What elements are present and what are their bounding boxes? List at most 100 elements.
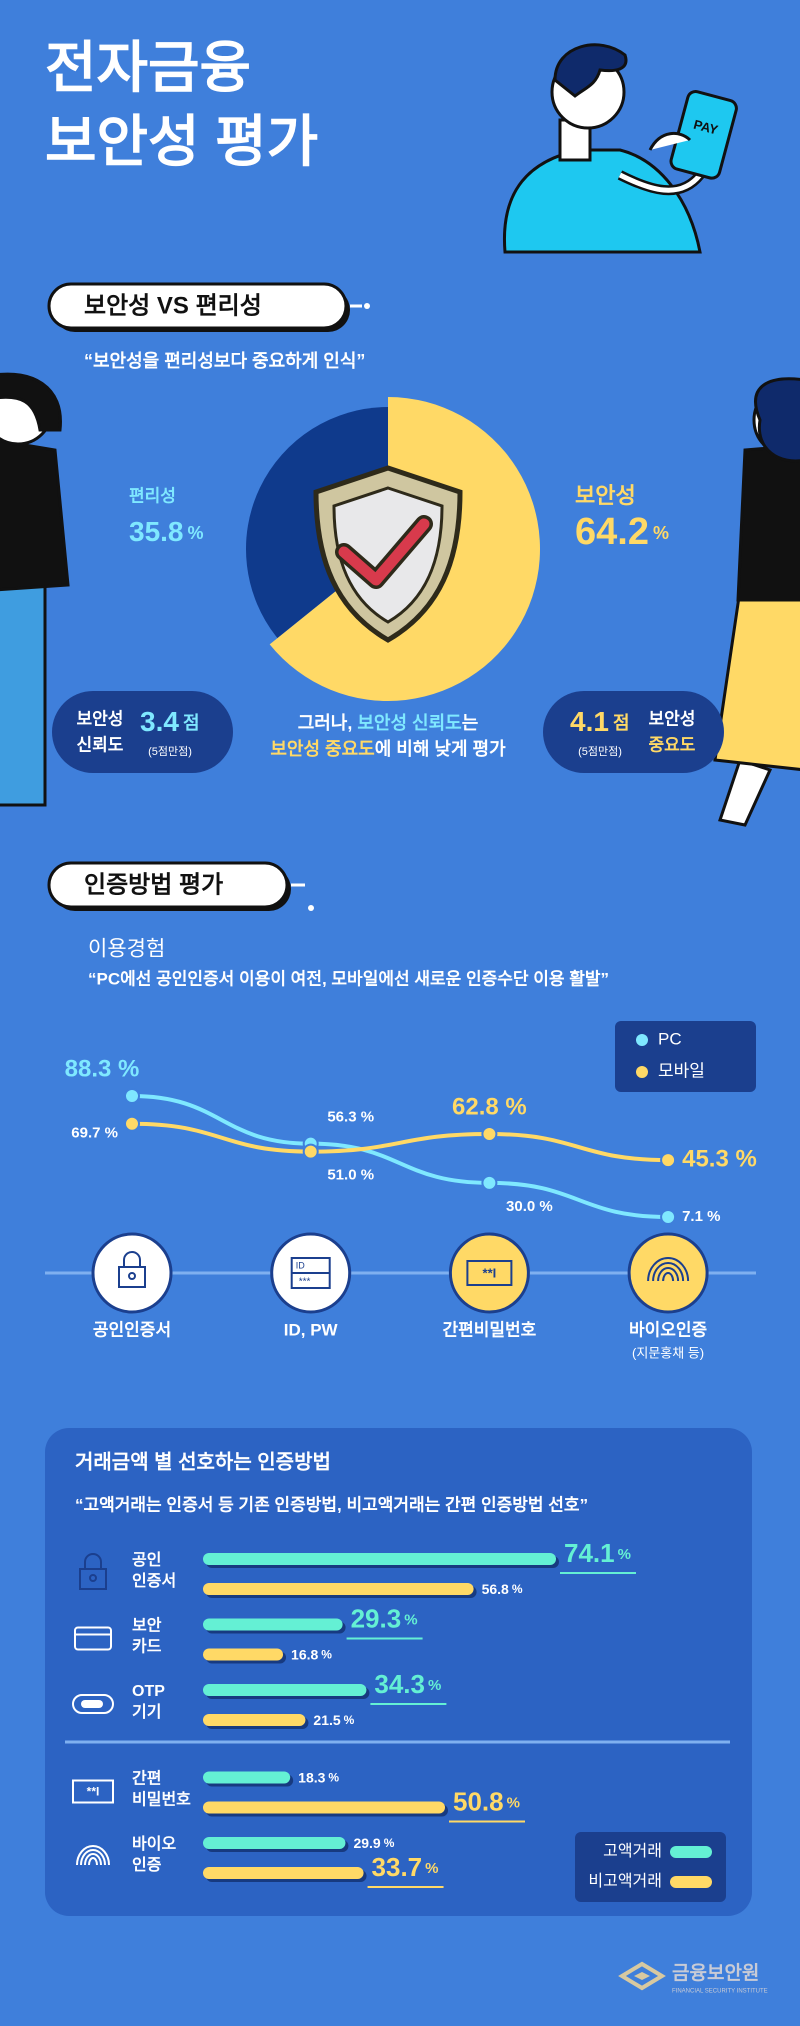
text-part: % <box>653 523 669 543</box>
value-label: 29.9% <box>353 1835 394 1851</box>
score-card: 4.1 점 (5점만점) 보안성 중요도 <box>543 691 724 773</box>
legend-swatch <box>636 1066 648 1078</box>
value-label: 56.8% <box>482 1581 523 1597</box>
text-part: 56.8 <box>482 1581 509 1597</box>
score-label: 중요도 <box>649 735 696 754</box>
bar <box>203 1714 306 1726</box>
value-label: 18.3% <box>298 1769 339 1785</box>
category-label: 비밀번호 <box>132 1790 191 1809</box>
score-label: 보안성 <box>649 709 696 728</box>
icon-shape <box>466 1260 513 1286</box>
icon-shape <box>662 1272 675 1282</box>
text-part: % <box>384 1836 395 1850</box>
bar <box>203 1618 343 1631</box>
icon-shape <box>81 1700 103 1708</box>
bar <box>203 1553 556 1565</box>
panel <box>45 1428 752 1916</box>
bar <box>203 1684 367 1696</box>
icon-shape <box>128 1272 136 1280</box>
legend-swatch <box>636 1034 648 1046</box>
text-part: % <box>428 1677 441 1694</box>
text-part: 34.3 <box>374 1669 425 1699</box>
score-label: 보안성 <box>77 709 124 728</box>
series-line <box>131 1121 669 1163</box>
score-card: 보안성 신뢰도 3.4 점 (5점만점) <box>52 691 233 773</box>
icon-shape <box>657 1267 680 1282</box>
value-label: 30.0 % <box>506 1198 553 1215</box>
text-part: % <box>507 1794 520 1811</box>
legend-label: 고액거래 <box>603 1842 662 1860</box>
icon-text: *** <box>299 1277 311 1288</box>
text-part: 29.9 <box>353 1835 380 1851</box>
shield-icon <box>313 465 463 643</box>
icon-shape <box>84 1553 102 1569</box>
value-label: 29.3% <box>351 1603 418 1633</box>
text-part: % <box>425 1860 438 1877</box>
score-scale: (5점만점) <box>578 745 622 758</box>
text-part: 29.3 <box>351 1603 402 1633</box>
legend-swatch <box>670 1876 712 1888</box>
bar <box>203 1801 446 1814</box>
score-value: 3.4 점 <box>140 706 200 737</box>
x-tick-label: ID, PW <box>284 1320 339 1339</box>
category-note: (지문홍채 등) <box>632 1345 704 1360</box>
man-illustration: PAY <box>502 43 738 254</box>
heading-text: 인증방법 평가 <box>84 871 223 898</box>
value-label: 56.3 % <box>327 1109 374 1126</box>
icon-shape <box>74 1626 112 1651</box>
value-label: 74.1% <box>564 1538 631 1568</box>
logo-text: 금융보안원 <box>672 1962 759 1984</box>
text-part: 35.8 <box>129 516 184 547</box>
series-point <box>124 1088 140 1104</box>
value-label: 62.8 % <box>452 1093 527 1120</box>
text-part: 50.8 <box>453 1786 504 1816</box>
series-point <box>124 1115 140 1132</box>
bar <box>203 1583 474 1595</box>
legend-box <box>615 1021 756 1092</box>
icon-shape <box>80 1849 106 1866</box>
value-label: 45.3 % <box>682 1145 757 1172</box>
pie-label: 보안성 <box>575 483 636 508</box>
series-point <box>481 1125 498 1142</box>
category-icon-bg <box>448 1232 530 1314</box>
chart-subtitle: “PC에선 공인인증서 이용이 여전, 모바일에선 새로운 인증수단 이용 활발… <box>88 968 609 988</box>
score-label: 신뢰도 <box>77 735 124 754</box>
note-line: 그러나, 보안성 신뢰도는 <box>298 713 479 733</box>
text-part: % <box>512 1582 523 1596</box>
icon-shape <box>89 1574 97 1582</box>
phone-label: PAY <box>692 117 720 138</box>
category-label: 기기 <box>132 1703 161 1721</box>
icon-shape <box>76 1845 110 1866</box>
series-line <box>131 1094 669 1219</box>
text-part: 33.7 <box>372 1852 423 1882</box>
value-label: 33.7% <box>372 1852 439 1882</box>
text-part: 74.1 <box>564 1538 615 1568</box>
text-part: 18.3 <box>298 1769 325 1785</box>
series-point <box>660 1209 677 1225</box>
title-line: 보안성 평가 <box>45 110 318 173</box>
icon-shape <box>72 1779 114 1804</box>
value-label: 51.0 % <box>327 1167 374 1184</box>
category-label: 인증서 <box>132 1572 176 1590</box>
title-line: 전자금융 <box>45 36 251 99</box>
category-label: 인증 <box>132 1856 162 1874</box>
pie-value: 35.8% <box>129 516 204 547</box>
text-part: 16.8 <box>291 1646 318 1662</box>
section-heading: 인증방법 평가 <box>47 861 314 911</box>
text-part: 64.2 <box>575 511 649 553</box>
category-label: OTP <box>132 1683 165 1700</box>
logo-subtext: FINANCIAL SECURITY INSTITUTE <box>672 1989 768 1995</box>
icon-text: **I <box>87 1785 100 1799</box>
quote: “보안성을 편리성보다 중요하게 인식” <box>84 351 365 371</box>
text-part: % <box>188 523 204 543</box>
text-part: % <box>618 1546 631 1563</box>
note-line: 보안성 중요도에 비해 낮게 평가 <box>270 739 506 759</box>
heading-text: 보안성 VS 편리성 <box>84 292 262 319</box>
x-tick-label: 바이오인증 <box>629 1320 708 1339</box>
icon-text: ID <box>296 1260 306 1270</box>
legend-label: 비고액거래 <box>588 1872 662 1890</box>
icon-shape <box>72 1694 114 1714</box>
chart-title: 거래금액 별 선호하는 인증방법 <box>75 1450 331 1473</box>
